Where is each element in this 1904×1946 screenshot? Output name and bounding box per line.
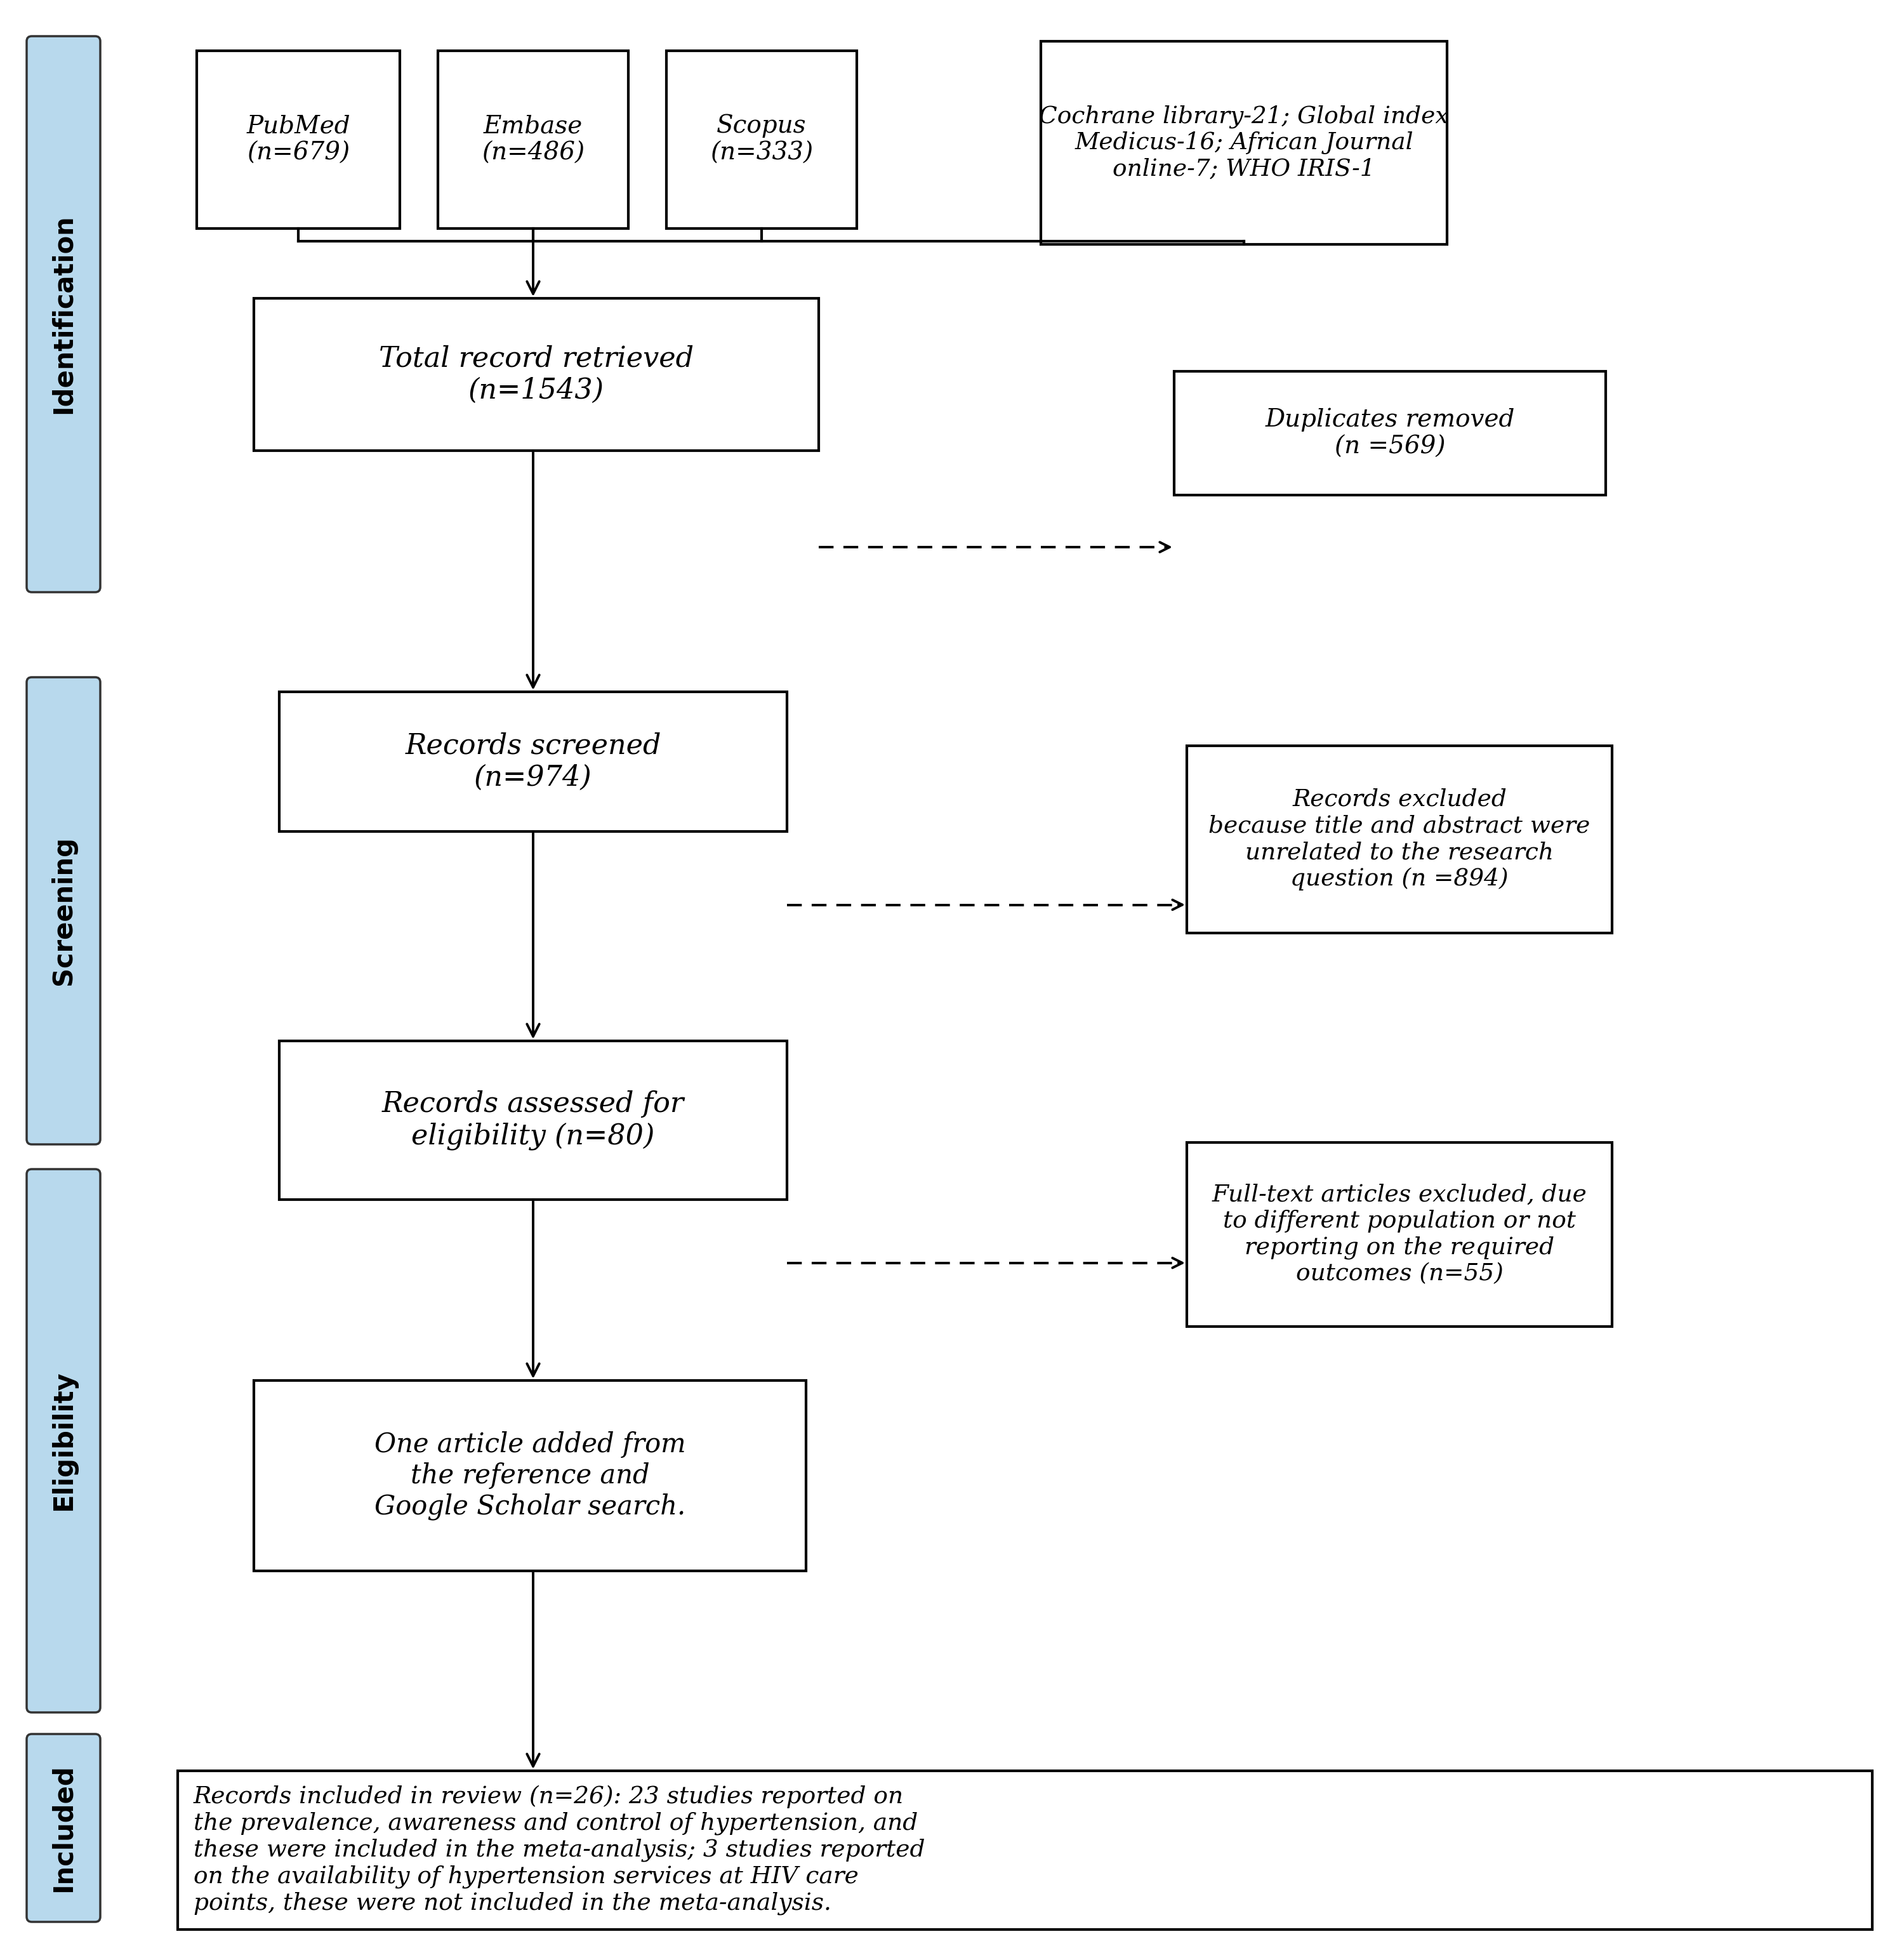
- FancyBboxPatch shape: [27, 1170, 101, 1712]
- Bar: [280, 693, 786, 831]
- FancyBboxPatch shape: [27, 37, 101, 592]
- Bar: [666, 51, 857, 228]
- Text: Records excluded
because title and abstract were
unrelated to the research
quest: Records excluded because title and abstr…: [1209, 788, 1590, 891]
- Text: Eligibility: Eligibility: [50, 1370, 76, 1510]
- Bar: [280, 1041, 786, 1199]
- Bar: [1175, 372, 1605, 494]
- Text: Duplicates removed
(n =569): Duplicates removed (n =569): [1264, 409, 1516, 459]
- Text: Included: Included: [50, 1763, 76, 1892]
- Text: Identification: Identification: [50, 214, 76, 414]
- Bar: [1041, 41, 1447, 245]
- Text: Full-text articles excluded, due
to different population or not
reporting on the: Full-text articles excluded, due to diff…: [1213, 1183, 1586, 1286]
- Bar: [253, 1380, 805, 1570]
- Bar: [177, 1771, 1872, 1930]
- Bar: [1186, 745, 1613, 932]
- Bar: [438, 51, 628, 228]
- Bar: [1186, 1142, 1613, 1327]
- FancyBboxPatch shape: [27, 677, 101, 1144]
- Text: Screening: Screening: [50, 837, 76, 985]
- Text: Records screened
(n=974): Records screened (n=974): [406, 732, 661, 792]
- Text: Scopus
(n=333): Scopus (n=333): [710, 115, 813, 165]
- Text: One article added from
the reference and
Google Scholar search.: One article added from the reference and…: [375, 1432, 685, 1520]
- Bar: [196, 51, 400, 228]
- Text: Records included in review (n=26): 23 studies reported on
the prevalence, awaren: Records included in review (n=26): 23 st…: [194, 1784, 925, 1915]
- Text: Cochrane library-21; Global index
Medicus-16; African Journal
online-7; WHO IRIS: Cochrane library-21; Global index Medicu…: [1040, 105, 1449, 181]
- Text: Total record retrieved
(n=1543): Total record retrieved (n=1543): [379, 344, 693, 405]
- FancyBboxPatch shape: [27, 1734, 101, 1923]
- Bar: [253, 298, 819, 451]
- Text: PubMed
(n=679): PubMed (n=679): [246, 115, 350, 165]
- Text: Records assessed for
eligibility (n=80): Records assessed for eligibility (n=80): [383, 1090, 684, 1150]
- Text: Embase
(n=486): Embase (n=486): [482, 115, 585, 165]
